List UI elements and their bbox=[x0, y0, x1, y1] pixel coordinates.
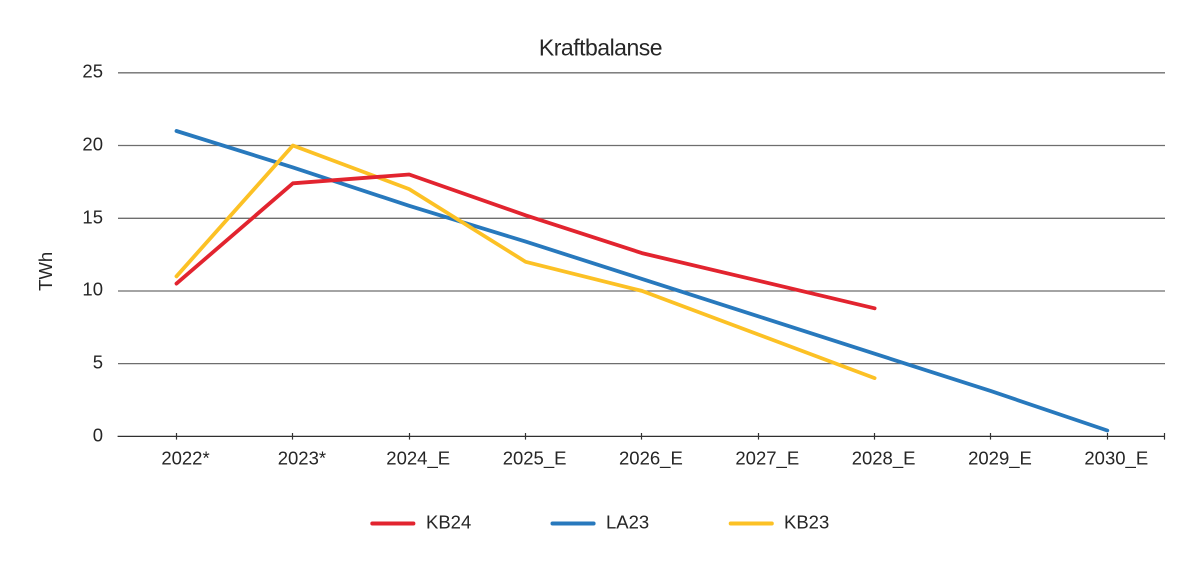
svg-text:2025_E: 2025_E bbox=[503, 448, 567, 470]
svg-text:2030_E: 2030_E bbox=[1084, 448, 1148, 470]
svg-text:2023*: 2023* bbox=[278, 448, 326, 469]
svg-text:Kraftbalanse: Kraftbalanse bbox=[539, 35, 662, 61]
svg-text:TWh: TWh bbox=[35, 252, 56, 291]
svg-text:15: 15 bbox=[82, 207, 103, 228]
svg-text:2022*: 2022* bbox=[161, 448, 209, 469]
svg-text:2028_E: 2028_E bbox=[852, 448, 916, 470]
svg-text:5: 5 bbox=[93, 352, 103, 373]
svg-text:0: 0 bbox=[93, 425, 103, 446]
svg-text:2026_E: 2026_E bbox=[619, 448, 683, 470]
svg-text:25: 25 bbox=[82, 61, 103, 82]
svg-text:2029_E: 2029_E bbox=[968, 448, 1032, 470]
svg-text:KB23: KB23 bbox=[784, 512, 829, 533]
svg-text:2024_E: 2024_E bbox=[386, 448, 450, 470]
svg-text:2027_E: 2027_E bbox=[735, 448, 799, 470]
svg-text:LA23: LA23 bbox=[606, 512, 649, 533]
svg-text:KB24: KB24 bbox=[426, 512, 471, 533]
svg-text:10: 10 bbox=[82, 279, 103, 300]
svg-text:20: 20 bbox=[82, 134, 103, 155]
